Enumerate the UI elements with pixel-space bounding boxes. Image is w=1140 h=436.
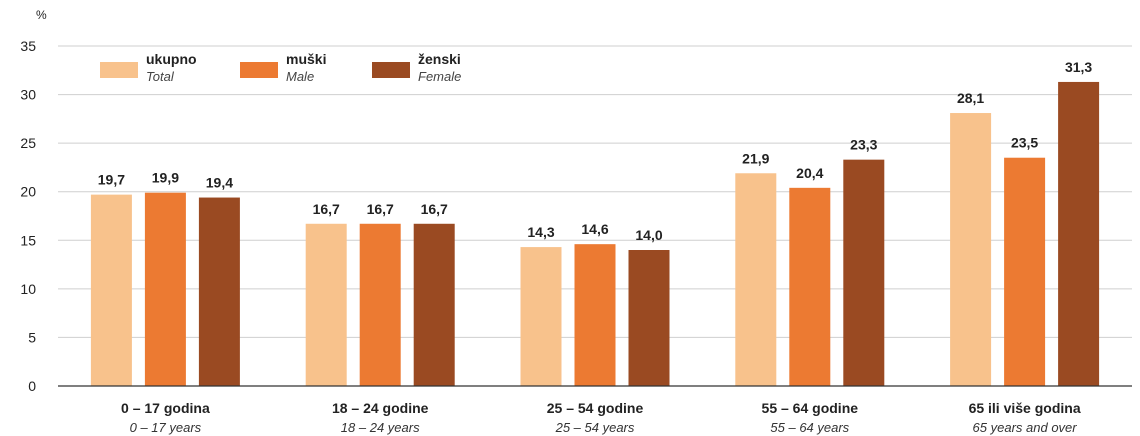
legend-swatch — [240, 62, 278, 78]
y-tick-label: 5 — [28, 329, 36, 345]
x-tick-label-en: 25 – 54 years — [555, 420, 635, 435]
y-tick-label: 25 — [20, 135, 36, 151]
bar — [144, 192, 186, 386]
y-axis-ticks: 0 5 10 15 20 25 30 35 — [20, 38, 36, 394]
y-tick-label: 30 — [20, 87, 36, 103]
x-tick-label: 55 – 64 godine — [762, 400, 859, 416]
bar — [628, 250, 670, 386]
data-label: 16,7 — [421, 201, 448, 217]
x-tick-label-en: 0 – 17 years — [130, 420, 202, 435]
data-label: 21,9 — [742, 150, 769, 166]
x-tick-label: 18 – 24 godine — [332, 400, 429, 416]
data-label: 16,7 — [313, 201, 340, 217]
bar — [843, 159, 885, 386]
data-label: 20,4 — [796, 165, 823, 181]
data-label: 19,4 — [206, 175, 233, 191]
bar — [359, 223, 401, 386]
bar — [198, 197, 240, 386]
data-label: 31,3 — [1065, 59, 1092, 75]
y-tick-label: 35 — [20, 38, 36, 54]
y-tick-label: 20 — [20, 184, 36, 200]
y-tick-label: 15 — [20, 232, 36, 248]
bar — [789, 187, 831, 386]
data-label: 23,3 — [850, 137, 877, 153]
value-labels: 19,7 19,9 19,4 16,7 16,7 16,7 14,3 14,6 14,0 21,9… — [98, 59, 1093, 243]
x-tick-label: 25 – 54 godine — [547, 400, 644, 416]
legend-label-en: Total — [146, 69, 175, 84]
bar — [574, 244, 616, 386]
y-tick-label: 0 — [28, 378, 36, 394]
data-label: 19,9 — [152, 170, 179, 186]
legend-label: ženski — [418, 51, 461, 67]
legend-label: ukupno — [146, 51, 197, 67]
bar — [735, 173, 777, 386]
data-label: 16,7 — [367, 201, 394, 217]
data-label: 14,6 — [581, 221, 608, 237]
bar — [520, 247, 562, 386]
bar — [305, 223, 347, 386]
data-label: 23,5 — [1011, 135, 1038, 151]
bar — [950, 113, 992, 387]
legend-swatch — [372, 62, 410, 78]
bar — [90, 194, 132, 386]
x-tick-label: 0 – 17 godina — [121, 400, 210, 416]
y-tick-label: 10 — [20, 281, 36, 297]
legend-label-en: Female — [418, 69, 461, 84]
x-tick-label: 65 ili više godina — [969, 400, 1081, 416]
x-tick-label-en: 55 – 64 years — [770, 420, 849, 435]
x-tick-label-en: 65 years and over — [973, 420, 1078, 435]
data-label: 14,0 — [635, 227, 662, 243]
x-tick-label-en: 18 – 24 years — [341, 420, 420, 435]
bar — [1004, 157, 1046, 386]
legend-label: muški — [286, 51, 326, 67]
data-label: 19,7 — [98, 172, 125, 188]
x-axis-labels: 0 – 17 godina 0 – 17 years 18 – 24 godine 1… — [121, 400, 1081, 435]
data-label: 28,1 — [957, 90, 984, 106]
bars — [90, 81, 1100, 387]
data-label: 14,3 — [527, 224, 554, 240]
y-axis-unit-label: % — [36, 8, 47, 22]
legend: ukupno Total muški Male ženski Female — [100, 51, 461, 84]
legend-swatch — [100, 62, 138, 78]
bar — [413, 223, 455, 386]
legend-label-en: Male — [286, 69, 314, 84]
bar — [1058, 81, 1100, 386]
